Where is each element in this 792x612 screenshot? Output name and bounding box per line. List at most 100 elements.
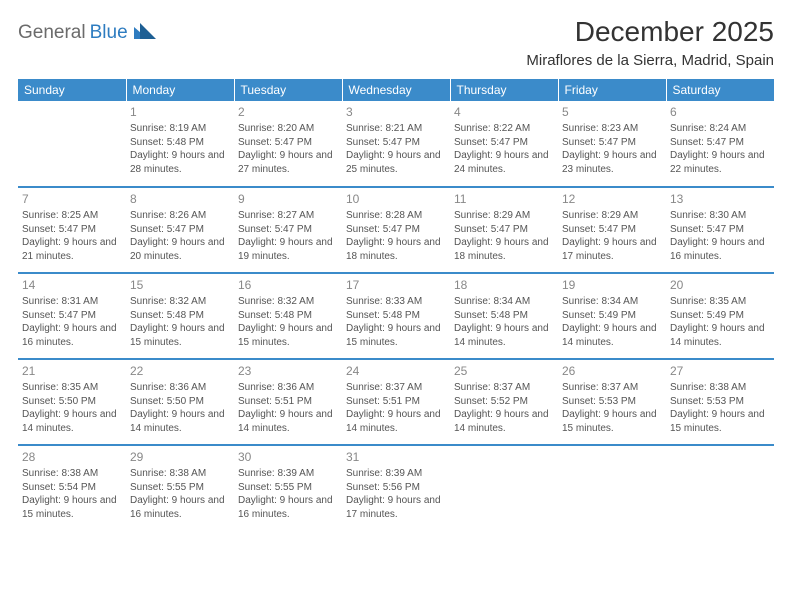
- calendar-body: 1Sunrise: 8:19 AMSunset: 5:48 PMDaylight…: [18, 101, 774, 531]
- sunset-line: Sunset: 5:48 PM: [454, 309, 554, 323]
- calendar-cell: 9Sunrise: 8:27 AMSunset: 5:47 PMDaylight…: [234, 187, 342, 273]
- col-friday: Friday: [558, 79, 666, 101]
- sunset-line: Sunset: 5:47 PM: [562, 223, 662, 237]
- daylight-line: Daylight: 9 hours and 18 minutes.: [454, 236, 554, 263]
- calendar-cell: 8Sunrise: 8:26 AMSunset: 5:47 PMDaylight…: [126, 187, 234, 273]
- day-number: 26: [562, 363, 662, 379]
- sunset-line: Sunset: 5:47 PM: [454, 136, 554, 150]
- sunset-line: Sunset: 5:55 PM: [130, 481, 230, 495]
- day-number: 16: [238, 277, 338, 293]
- day-number: 19: [562, 277, 662, 293]
- sunset-line: Sunset: 5:53 PM: [670, 395, 770, 409]
- sunset-line: Sunset: 5:52 PM: [454, 395, 554, 409]
- day-number: 13: [670, 191, 770, 207]
- day-number: 22: [130, 363, 230, 379]
- sunrise-line: Sunrise: 8:20 AM: [238, 122, 338, 136]
- calendar-cell: 25Sunrise: 8:37 AMSunset: 5:52 PMDayligh…: [450, 359, 558, 445]
- sunrise-line: Sunrise: 8:22 AM: [454, 122, 554, 136]
- daylight-line: Daylight: 9 hours and 23 minutes.: [562, 149, 662, 176]
- daylight-line: Daylight: 9 hours and 19 minutes.: [238, 236, 338, 263]
- sunset-line: Sunset: 5:53 PM: [562, 395, 662, 409]
- day-number: 20: [670, 277, 770, 293]
- sunset-line: Sunset: 5:47 PM: [22, 309, 122, 323]
- col-saturday: Saturday: [666, 79, 774, 101]
- calendar-cell: 19 Sunrise: 8:34 AMSunset: 5:49 PMDayligh…: [558, 273, 666, 359]
- sunrise-line: Sunrise: 8:37 AM: [562, 381, 662, 395]
- daylight-line: Daylight: 9 hours and 14 minutes.: [454, 322, 554, 349]
- daylight-line: Daylight: 9 hours and 14 minutes.: [562, 322, 662, 349]
- sunrise-line: Sunrise: 8:29 AM: [454, 209, 554, 223]
- sunrise-line: Sunrise: 8:28 AM: [346, 209, 446, 223]
- sunrise-line: Sunrise: 8:37 AM: [346, 381, 446, 395]
- daylight-line: Daylight: 9 hours and 27 minutes.: [238, 149, 338, 176]
- sunset-line: Sunset: 5:49 PM: [562, 309, 662, 323]
- title-block: December 2025 Miraflores de la Sierra, M…: [526, 16, 774, 69]
- day-number: 6: [670, 104, 770, 120]
- sunrise-line: Sunrise: 8:33 AM: [346, 295, 446, 309]
- col-wednesday: Wednesday: [342, 79, 450, 101]
- sunrise-line: Sunrise: 8:35 AM: [22, 381, 122, 395]
- calendar-cell: 12Sunrise: 8:29 AMSunset: 5:47 PMDayligh…: [558, 187, 666, 273]
- sunrise-line: Sunrise: 8:36 AM: [238, 381, 338, 395]
- calendar-cell: 22Sunrise: 8:36 AMSunset: 5:50 PMDayligh…: [126, 359, 234, 445]
- daylight-line: Daylight: 9 hours and 15 minutes.: [22, 494, 122, 521]
- day-number: 11: [454, 191, 554, 207]
- daylight-line: Daylight: 9 hours and 15 minutes.: [346, 322, 446, 349]
- calendar-cell: 15 Sunrise: 8:32 AMSunset: 5:48 PMDayligh…: [126, 273, 234, 359]
- sunrise-line: Sunrise: 8:35 AM: [670, 295, 770, 309]
- day-number: 17: [346, 277, 446, 293]
- calendar-cell: [666, 445, 774, 531]
- day-number: 4: [454, 104, 554, 120]
- daylight-line: Daylight: 9 hours and 21 minutes.: [22, 236, 122, 263]
- calendar-cell: 1Sunrise: 8:19 AMSunset: 5:48 PMDaylight…: [126, 101, 234, 187]
- sunrise-line: Sunrise: 8:39 AM: [346, 467, 446, 481]
- daylight-line: Daylight: 9 hours and 17 minutes.: [346, 494, 446, 521]
- calendar-cell: [18, 101, 126, 187]
- sunrise-line: Sunrise: 8:39 AM: [238, 467, 338, 481]
- sunrise-line: Sunrise: 8:21 AM: [346, 122, 446, 136]
- sunset-line: Sunset: 5:48 PM: [130, 309, 230, 323]
- logo-text-blue: Blue: [90, 22, 128, 44]
- logo: GeneralBlue: [18, 16, 156, 44]
- sunrise-line: Sunrise: 8:34 AM: [562, 295, 662, 309]
- day-number: 12: [562, 191, 662, 207]
- month-title: December 2025: [526, 16, 774, 48]
- daylight-line: Daylight: 9 hours and 16 minutes.: [130, 494, 230, 521]
- day-number: 21: [22, 363, 122, 379]
- sunrise-line: Sunrise: 8:30 AM: [670, 209, 770, 223]
- calendar-row: 7Sunrise: 8:25 AMSunset: 5:47 PMDaylight…: [18, 187, 774, 273]
- calendar-cell: 17Sunrise: 8:33 AMSunset: 5:48 PMDayligh…: [342, 273, 450, 359]
- calendar-cell: 28Sunrise: 8:38 AMSunset: 5:54 PMDayligh…: [18, 445, 126, 531]
- sunrise-line: Sunrise: 8:32 AM: [130, 295, 230, 309]
- sunset-line: Sunset: 5:55 PM: [238, 481, 338, 495]
- header: GeneralBlue December 2025 Miraflores de …: [18, 16, 774, 69]
- daylight-line: Daylight: 9 hours and 22 minutes.: [670, 149, 770, 176]
- day-number: 15: [130, 277, 230, 293]
- sunrise-line: Sunrise: 8:31 AM: [22, 295, 122, 309]
- calendar-cell: 24Sunrise: 8:37 AMSunset: 5:51 PMDayligh…: [342, 359, 450, 445]
- daylight-line: Daylight: 9 hours and 14 minutes.: [454, 408, 554, 435]
- daylight-line: Daylight: 9 hours and 15 minutes.: [130, 322, 230, 349]
- calendar-cell: 26 Sunrise: 8:37 AMSunset: 5:53 PMDayligh…: [558, 359, 666, 445]
- calendar-cell: 27Sunrise: 8:38 AMSunset: 5:53 PMDayligh…: [666, 359, 774, 445]
- sunset-line: Sunset: 5:47 PM: [670, 223, 770, 237]
- calendar-cell: 21Sunrise: 8:35 AMSunset: 5:50 PMDayligh…: [18, 359, 126, 445]
- day-number: 29: [130, 449, 230, 465]
- daylight-line: Daylight: 9 hours and 14 minutes.: [346, 408, 446, 435]
- calendar-cell: 10Sunrise: 8:28 AMSunset: 5:47 PMDayligh…: [342, 187, 450, 273]
- sunrise-line: Sunrise: 8:24 AM: [670, 122, 770, 136]
- calendar-cell: 16Sunrise: 8:32 AMSunset: 5:48 PMDayligh…: [234, 273, 342, 359]
- sunset-line: Sunset: 5:48 PM: [238, 309, 338, 323]
- sunset-line: Sunset: 5:47 PM: [670, 136, 770, 150]
- daylight-line: Daylight: 9 hours and 25 minutes.: [346, 149, 446, 176]
- calendar-cell: 29Sunrise: 8:38 AMSunset: 5:55 PMDayligh…: [126, 445, 234, 531]
- sunrise-line: Sunrise: 8:19 AM: [130, 122, 230, 136]
- logo-text-general: General: [18, 22, 86, 44]
- daylight-line: Daylight: 9 hours and 15 minutes.: [562, 408, 662, 435]
- daylight-line: Daylight: 9 hours and 28 minutes.: [130, 149, 230, 176]
- sunset-line: Sunset: 5:51 PM: [346, 395, 446, 409]
- sunrise-line: Sunrise: 8:27 AM: [238, 209, 338, 223]
- sunset-line: Sunset: 5:47 PM: [130, 223, 230, 237]
- calendar-cell: 14Sunrise: 8:31 AMSunset: 5:47 PMDayligh…: [18, 273, 126, 359]
- daylight-line: Daylight: 9 hours and 15 minutes.: [670, 408, 770, 435]
